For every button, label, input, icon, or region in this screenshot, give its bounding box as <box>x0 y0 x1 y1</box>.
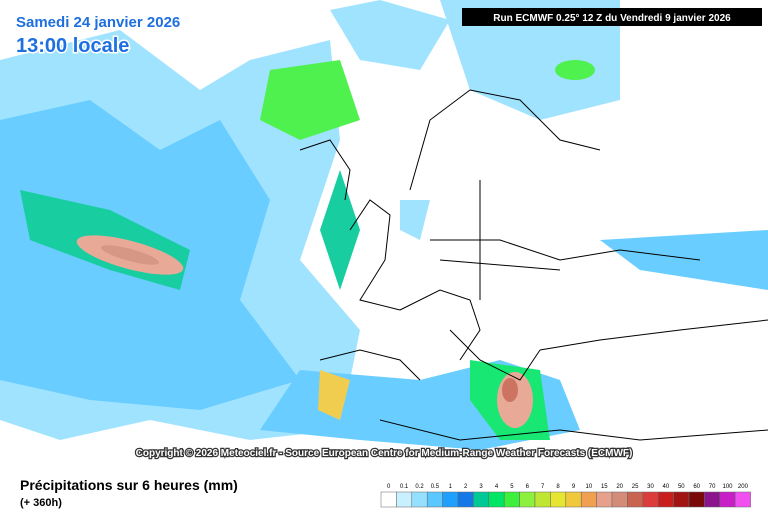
legend-swatch <box>426 491 443 508</box>
legend-label: 0 <box>387 484 391 490</box>
map <box>0 0 768 450</box>
legend-label: 1 <box>449 484 453 490</box>
legend-label: 8 <box>556 484 560 490</box>
legend-swatch <box>534 491 551 508</box>
legend-label: 20 <box>616 484 623 490</box>
legend-label: 60 <box>693 484 700 490</box>
forecast-date: Samedi 24 janvier 2026 <box>16 14 180 31</box>
legend-swatch <box>657 491 674 508</box>
legend-swatch <box>734 491 751 508</box>
legend-swatch <box>503 491 520 508</box>
legend-swatch <box>488 491 505 508</box>
legend-label: 0.2 <box>415 484 424 490</box>
legend-label: 10 <box>586 484 593 490</box>
legend-swatch <box>596 491 613 508</box>
forecast-time: 13:00 locale <box>16 35 129 57</box>
legend-swatch <box>611 491 628 508</box>
legend-label: 4 <box>495 484 499 490</box>
legend-swatch <box>719 491 736 508</box>
legend-swatch <box>673 491 690 508</box>
legend-swatch <box>627 491 644 508</box>
legend-label: 25 <box>632 484 639 490</box>
legend-swatch <box>565 491 582 508</box>
legend-label: 0.5 <box>431 484 440 490</box>
legend-swatch <box>580 491 597 508</box>
footer-title: Précipitations sur 6 heures (mm) <box>20 477 238 493</box>
legend-label: 3 <box>479 484 483 490</box>
legend-label: 0.1 <box>400 484 409 490</box>
legend-label: 9 <box>572 484 576 490</box>
run-box <box>462 8 762 26</box>
legend-swatch <box>442 491 459 508</box>
legend-label: 200 <box>738 484 749 490</box>
legend-label: 6 <box>526 484 530 490</box>
legend-label: 40 <box>663 484 670 490</box>
legend-label: 100 <box>722 484 733 490</box>
legend-swatch <box>688 491 705 508</box>
legend-label: 50 <box>678 484 685 490</box>
legend-swatch <box>411 491 428 508</box>
legend-swatch <box>642 491 659 508</box>
footer-lead: (+ 360h) <box>20 497 62 509</box>
legend-swatch <box>396 491 413 508</box>
legend-label: 5 <box>510 484 514 490</box>
legend-swatch <box>473 491 490 508</box>
legend-swatch <box>380 491 397 508</box>
legend-label: 7 <box>541 484 545 490</box>
legend: 0 0.1 0.2 0.5 1 2 3 4 5 6 7 8 9 10 15 20 25 30 40 50 60 70 100… <box>380 484 751 508</box>
legend-label: 15 <box>601 484 608 490</box>
copyright: Copyright © 2026 Meteociel.fr - Source E… <box>136 448 633 459</box>
run-label: Run ECMWF 0.25° 12 Z du Vendredi 9 janvi… <box>493 13 731 24</box>
legend-label: 2 <box>464 484 468 490</box>
legend-label: 30 <box>647 484 654 490</box>
legend-swatch <box>550 491 567 508</box>
legend-label: 70 <box>709 484 716 490</box>
legend-swatch <box>457 491 474 508</box>
legend-swatch <box>519 491 536 508</box>
legend-swatch <box>704 491 721 508</box>
